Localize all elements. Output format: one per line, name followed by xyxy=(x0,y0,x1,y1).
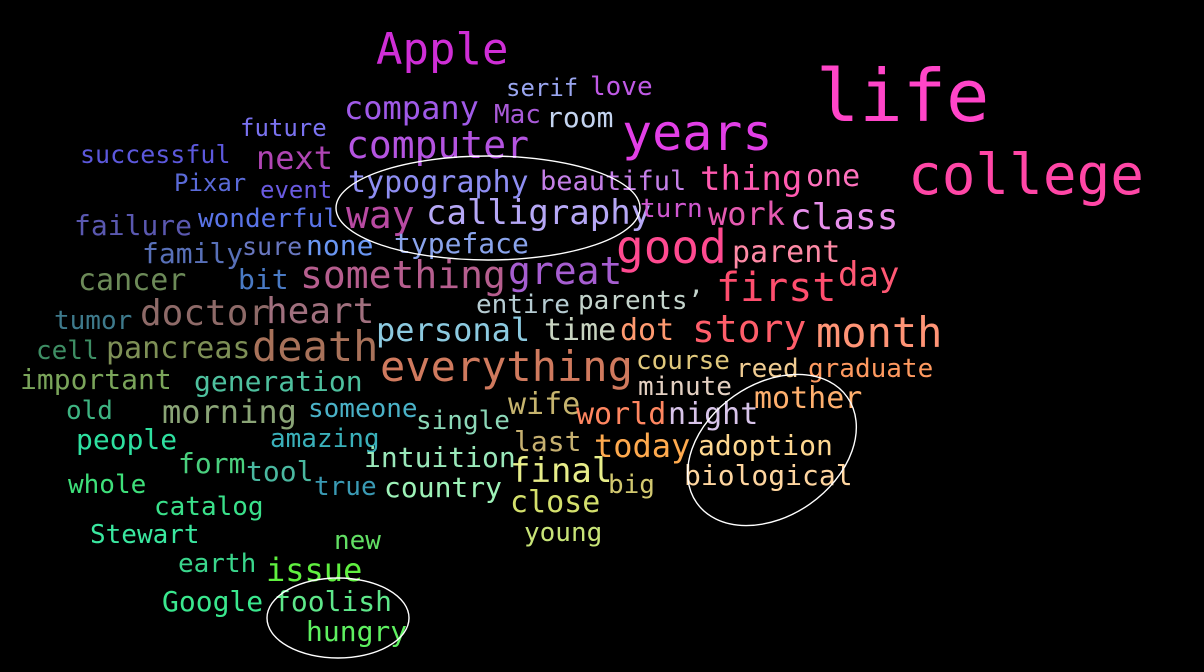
word-great: great xyxy=(508,249,623,293)
word-tool: tool xyxy=(246,455,314,488)
word-personal: personal xyxy=(376,311,531,349)
word-family: family xyxy=(142,237,244,270)
word-someone: someone xyxy=(308,394,418,424)
word-google: Google xyxy=(162,585,264,618)
word-generation: generation xyxy=(194,365,363,398)
word-one: one xyxy=(806,159,861,194)
word-next: next xyxy=(256,139,334,177)
word-doctor: doctor xyxy=(140,293,271,334)
word-college: college xyxy=(908,143,1145,208)
word-catalog: catalog xyxy=(154,492,264,522)
word-people: people xyxy=(76,423,178,456)
word-intuition: intuition xyxy=(364,441,516,474)
word-room: room xyxy=(546,101,614,134)
word-everything: everything xyxy=(380,342,633,391)
word-important: important xyxy=(20,363,172,396)
word-country: country xyxy=(384,471,503,504)
word-adoption: adoption xyxy=(698,429,833,462)
word-earth: earth xyxy=(178,549,257,579)
word-graduate: graduate xyxy=(808,354,934,384)
word-cell: cell xyxy=(36,336,99,366)
word-work: work xyxy=(708,195,786,233)
word-hungry: hungry xyxy=(306,615,408,648)
word-parent: parent xyxy=(732,235,841,270)
word-turn: turn xyxy=(640,194,703,224)
word-dot: dot xyxy=(620,313,675,348)
word-company: company xyxy=(344,89,479,127)
word-heart: heart xyxy=(266,291,375,332)
word-thing: thing xyxy=(700,159,803,199)
word-single: single xyxy=(416,406,510,436)
word-pancreas: pancreas xyxy=(106,331,251,366)
word-last: last xyxy=(514,425,582,458)
word-bit: bit xyxy=(238,263,289,296)
word-reed: reed xyxy=(736,354,799,384)
word-whole: whole xyxy=(68,470,147,500)
word-night: night xyxy=(668,397,759,432)
word-wonderful: wonderful xyxy=(198,204,339,234)
word-life: life xyxy=(816,54,990,138)
word-new: new xyxy=(334,526,381,556)
word-close: close xyxy=(510,485,601,520)
word-form: form xyxy=(178,447,246,480)
word-time: time xyxy=(544,313,617,348)
word-beautiful: beautiful xyxy=(540,166,687,197)
word-biological: biological xyxy=(684,459,853,492)
word-today: today xyxy=(594,427,691,465)
word-big: big xyxy=(608,470,655,500)
word-apple: Apple xyxy=(376,24,509,75)
word-course: course xyxy=(636,346,730,376)
word-years: years xyxy=(622,104,773,162)
word-final: final xyxy=(510,451,613,491)
word-sure: sure xyxy=(242,232,303,261)
word-good: good xyxy=(616,220,727,274)
word-month: month xyxy=(816,308,943,357)
word-morning: morning xyxy=(162,393,297,431)
word-foolish: foolish xyxy=(274,585,393,618)
word-first: first xyxy=(716,265,837,311)
word-class: class xyxy=(790,197,899,238)
word-pixar: Pixar xyxy=(174,169,247,197)
word-wife: wife xyxy=(508,387,581,422)
word-mother: mother xyxy=(754,381,863,416)
word-future: future xyxy=(240,114,327,142)
word-story: story xyxy=(692,307,807,351)
word-failure: failure xyxy=(74,209,193,242)
word-event: event xyxy=(260,176,333,204)
word-successful: successful xyxy=(80,140,231,169)
word-parents: parents’ xyxy=(578,286,704,316)
word-death: death xyxy=(252,322,379,371)
word-love: love xyxy=(590,72,653,102)
word-amazing: amazing xyxy=(270,424,380,454)
word-world: world xyxy=(576,397,667,432)
word-something: something xyxy=(300,253,506,297)
word-entire: entire xyxy=(476,290,570,320)
word-serif: serif xyxy=(506,74,579,102)
word-cancer: cancer xyxy=(78,263,187,298)
word-issue: issue xyxy=(266,551,363,589)
word-day: day xyxy=(838,255,900,295)
word-young: young xyxy=(524,518,603,548)
word-computer: computer xyxy=(346,123,530,167)
word-true: true xyxy=(314,472,377,502)
word-stewart: Stewart xyxy=(90,520,200,550)
word-mac: Mac xyxy=(494,100,541,130)
word-old: old xyxy=(66,396,113,426)
word-tumor: tumor xyxy=(54,306,133,336)
